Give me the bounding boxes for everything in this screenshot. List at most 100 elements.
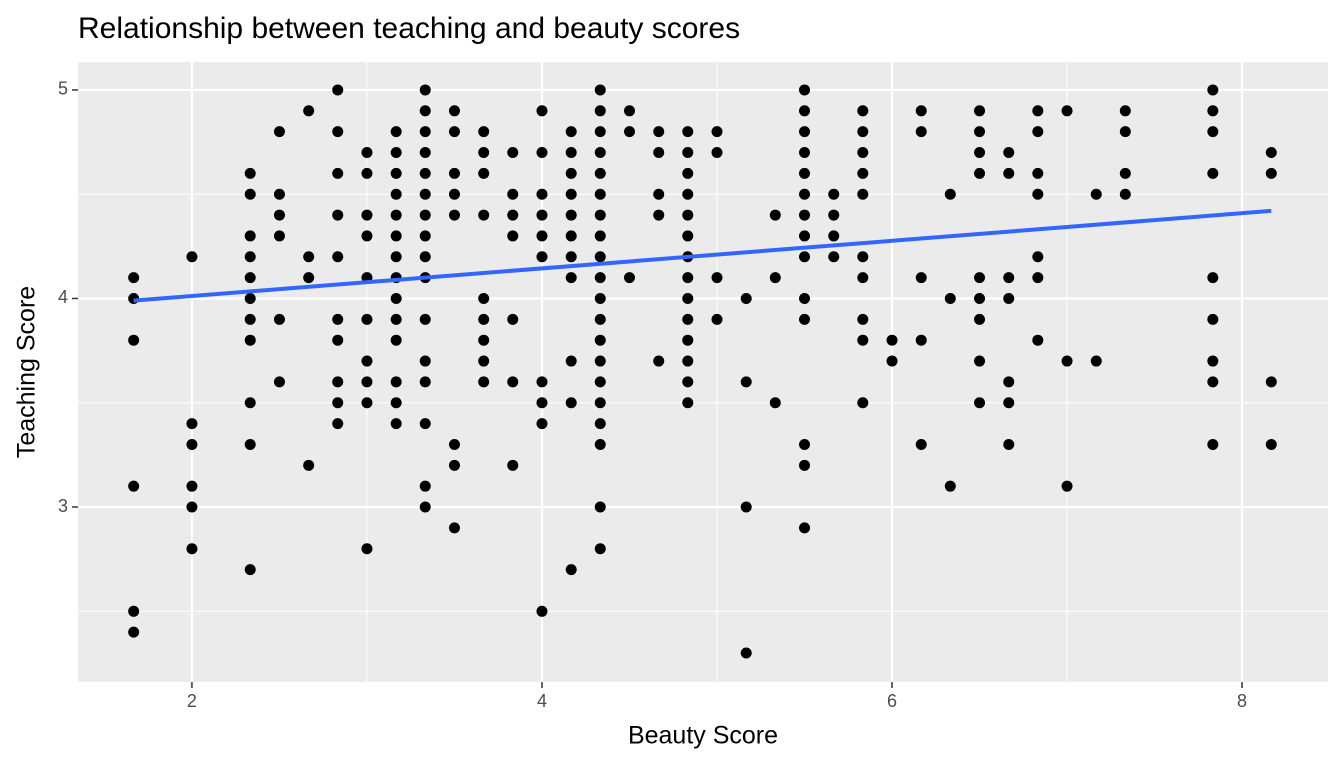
point [1090,355,1102,367]
point [244,313,256,325]
point [419,418,431,430]
point [915,438,927,450]
point [740,376,752,388]
point [594,147,606,159]
point [419,84,431,96]
point [1003,292,1015,304]
point [128,480,140,492]
point [828,230,840,242]
point [944,188,956,200]
point [799,292,811,304]
point [390,167,402,179]
x-tick-label: 6 [887,691,897,711]
point [361,147,373,159]
point [390,292,402,304]
point [682,397,694,409]
point [682,209,694,221]
trend-line [133,208,1272,303]
point [419,167,431,179]
point [565,272,577,284]
point [594,397,606,409]
point [769,397,781,409]
point [1119,188,1131,200]
y-tick-label: 3 [58,496,68,516]
point [478,209,490,221]
point [361,397,373,409]
point [1003,397,1015,409]
point [857,313,869,325]
point [565,188,577,200]
point [1207,84,1219,96]
point [886,355,898,367]
x-tick-label: 2 [187,691,197,711]
point [915,105,927,117]
point [974,147,986,159]
point [536,397,548,409]
point [303,105,315,117]
point [390,209,402,221]
point [419,147,431,159]
point [799,522,811,534]
point [478,376,490,388]
point [507,188,519,200]
point [1207,126,1219,138]
point [594,230,606,242]
point [332,397,344,409]
point [594,334,606,346]
point [740,292,752,304]
point [507,459,519,471]
point [974,313,986,325]
point [536,605,548,617]
point [653,147,665,159]
point [1032,334,1044,346]
point [536,188,548,200]
point [594,313,606,325]
point [186,501,198,513]
point [594,126,606,138]
panel [78,62,1328,682]
point [273,376,285,388]
point [448,167,460,179]
point [1207,376,1219,388]
point [536,251,548,263]
point [799,313,811,325]
point [857,397,869,409]
point [915,334,927,346]
point [740,647,752,659]
point [448,522,460,534]
point [711,147,723,159]
point [332,418,344,430]
point [565,126,577,138]
point [332,167,344,179]
point [361,376,373,388]
point [974,292,986,304]
point [128,334,140,346]
point [565,147,577,159]
point [944,480,956,492]
point [915,126,927,138]
point [419,209,431,221]
point [332,84,344,96]
point [332,334,344,346]
point [1265,147,1277,159]
point [594,438,606,450]
point [419,376,431,388]
point [128,626,140,638]
point [565,230,577,242]
point [332,209,344,221]
point [623,126,635,138]
point [419,230,431,242]
point [507,313,519,325]
point [682,167,694,179]
x-tick-label: 4 [537,691,547,711]
point [565,251,577,263]
chart-title: Relationship between teaching and beauty… [78,12,740,45]
point [1003,376,1015,388]
point [361,167,373,179]
point [390,147,402,159]
point [244,397,256,409]
point [1032,272,1044,284]
point [478,167,490,179]
point [857,126,869,138]
point [332,251,344,263]
